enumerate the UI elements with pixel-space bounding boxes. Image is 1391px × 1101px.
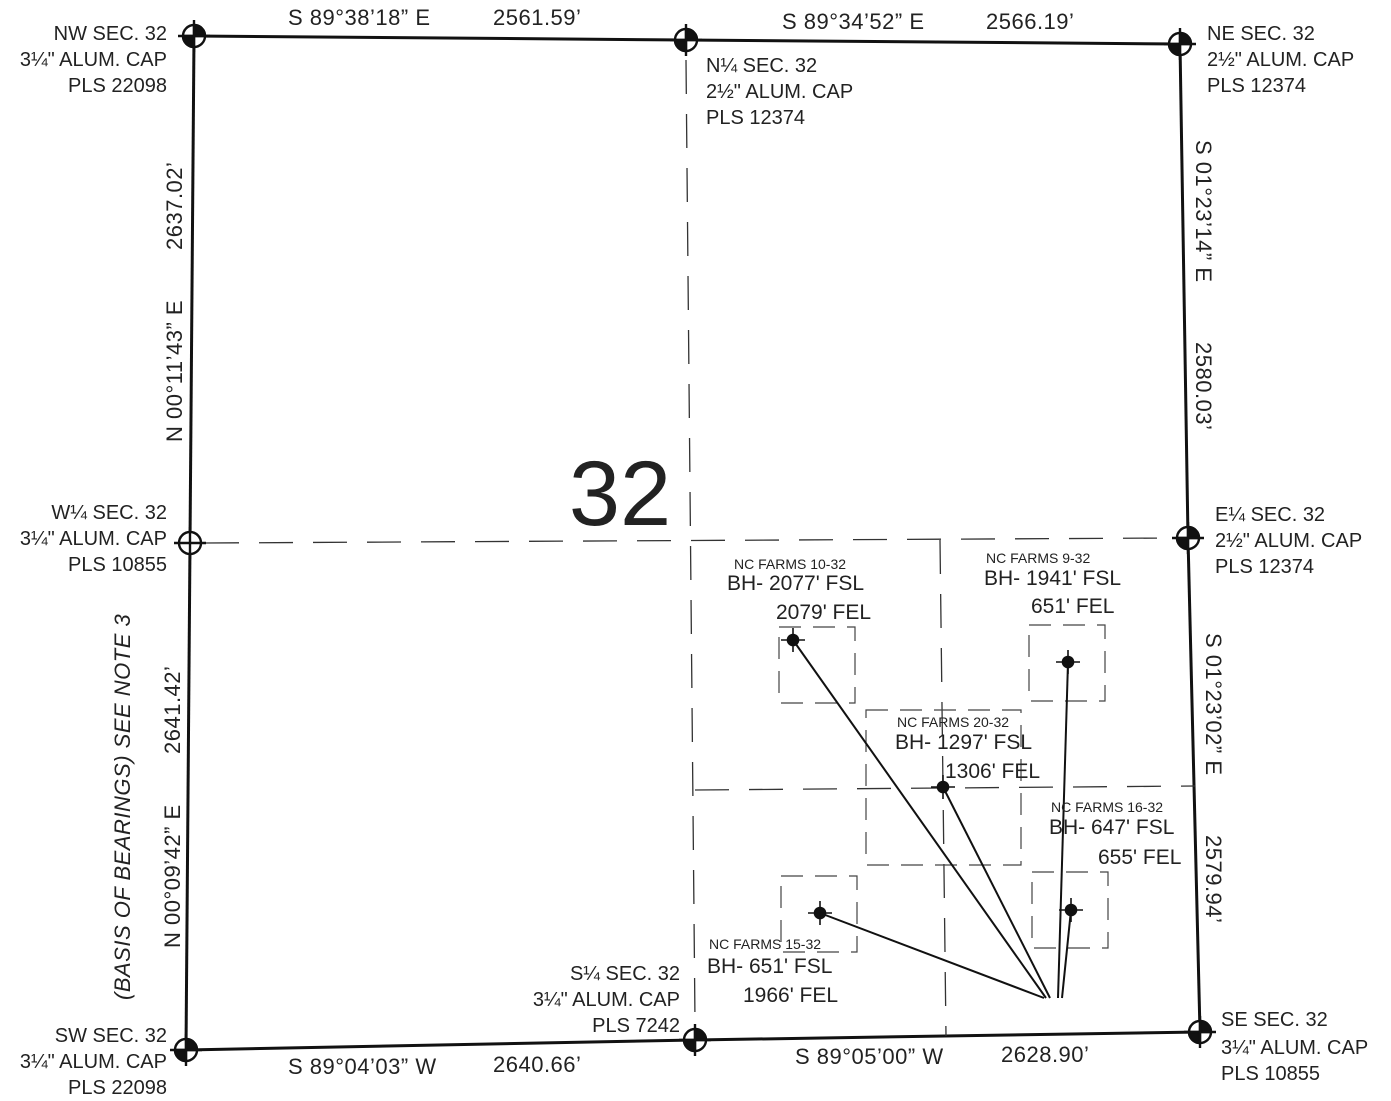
bottom-hole-marker [1059,898,1083,922]
well-fel: 2079' FEL [776,601,871,624]
spacing-boxes [778,624,1109,953]
west-boundary-line [184,542,192,1051]
well-name: NC FARMS 20-32 [897,714,1009,730]
corner-monument-icon [1172,522,1204,554]
west-boundary-line [188,35,196,544]
corner-monument-icon [174,527,206,559]
ne-corner-name: NE SEC. 32 [1207,23,1315,45]
well-fel: 651' FEL [1031,595,1114,618]
north-west-distance: 2561.59’ [493,5,581,30]
sw-corner-pls: PLS 22098 [68,1077,167,1099]
bottom-hole-marker [808,901,832,925]
well-path-9-32 [1057,661,1069,999]
well-name: NC FARMS 9-32 [986,550,1090,566]
east-north-distance: 2580.03’ [1191,342,1216,430]
well-fsl: BH- 647' FSL [1049,816,1174,839]
east-north-bearing: S 01°23’14” E [1191,140,1216,283]
s-quarter-cap: 3¼" ALUM. CAP [533,989,680,1011]
south-west-distance: 2640.66’ [493,1052,581,1077]
corner-monument-icon [1164,28,1196,60]
north-boundary-line [685,38,1181,46]
spacing-box [1031,871,1109,949]
west-south-bearing: N 00°09’42” E [160,804,185,948]
ne-corner-cap: 2½" ALUM. CAP [1207,49,1354,71]
well-paths [792,639,1072,999]
n-quarter-name: N¼ SEC. 32 [706,55,817,77]
quarter-lines [204,59,1196,1037]
south-boundary-line [185,1038,696,1052]
bottom-hole-marker [931,775,955,799]
well-path-20-32 [942,786,1051,999]
e-quarter-pls: PLS 12374 [1215,556,1314,578]
corner-monument-icon [170,1034,202,1066]
se-corner-cap: 3¼" ALUM. CAP [1221,1037,1368,1059]
w-quarter-cap: 3¼" ALUM. CAP [20,528,167,550]
spacing-box [778,626,856,704]
west-south-distance: 2641.42’ [160,666,185,754]
monuments [170,20,1216,1066]
well-fsl: BH- 651' FSL [707,955,832,978]
nw-corner-name: NW SEC. 32 [54,23,167,45]
well-fsl: BH- 2077' FSL [727,572,864,595]
east-south-distance: 2579.94’ [1201,835,1226,923]
bottom-holes [781,628,1083,925]
south-boundary-line [694,1030,1201,1042]
section-boundary [184,34,1202,1052]
w-quarter-pls: PLS 10855 [68,554,167,576]
sw-corner-name: SW SEC. 32 [55,1025,167,1047]
east-boundary-line [1178,43,1190,539]
boundary-labels: S 89°38’18” E 2561.59’ S 89°34’52” E 256… [110,5,1226,1079]
nw-corner-cap: 3¼" ALUM. CAP [20,49,167,71]
ne-corner-pls: PLS 12374 [1207,75,1306,97]
well-name: NC FARMS 10-32 [734,556,846,572]
n-quarter-cap: 2½" ALUM. CAP [706,81,853,103]
spacing-box [865,709,1022,866]
se-corner-name: SE SEC. 32 [1221,1009,1328,1031]
well-labels: NC FARMS 10-32 BH- 2077' FSL 2079' FEL N… [707,550,1181,1007]
well-fel: 1306' FEL [945,760,1040,783]
well-fsl: BH- 1297' FSL [895,731,1032,754]
well-fel: 1966' FEL [743,984,838,1007]
se-corner-pls: PLS 10855 [1221,1063,1320,1085]
corner-monument-icon [1184,1016,1216,1048]
basis-of-bearings-note: (BASIS OF BEARINGS) SEE NOTE 3 [110,613,135,1000]
corner-monument-icon [679,1024,711,1056]
sw-corner-cap: 3¼" ALUM. CAP [20,1051,167,1073]
sixteenth-line [694,785,1196,791]
south-east-distance: 2628.90’ [1001,1042,1089,1067]
west-north-bearing: N 00°11’43” E [162,300,187,442]
north-west-bearing: S 89°38’18” E [288,5,431,30]
well-path-15-32 [819,912,1045,999]
south-west-bearing: S 89°04’03” W [288,1054,437,1079]
east-south-bearing: S 01°23’02” E [1201,633,1226,776]
corner-monument-icon [178,20,210,52]
east-west-quarter-line [204,537,1176,544]
nw-corner-pls: PLS 22098 [68,75,167,97]
w-quarter-name: W¼ SEC. 32 [51,502,167,524]
bottom-hole-marker [781,628,805,652]
north-east-distance: 2566.19’ [986,9,1074,34]
bottom-hole-marker [1056,650,1080,674]
s-quarter-pls: PLS 7242 [592,1015,680,1037]
n-quarter-pls: PLS 12374 [706,107,805,129]
e-quarter-name: E¼ SEC. 32 [1215,504,1325,526]
corner-monument-icon [670,24,702,56]
e-quarter-cap: 2½" ALUM. CAP [1215,530,1362,552]
north-boundary-line [193,34,687,42]
west-north-distance: 2637.02’ [162,162,187,250]
well-fel: 655' FEL [1098,846,1181,869]
s-quarter-name: S¼ SEC. 32 [570,963,680,985]
spacing-box [780,875,858,953]
section-number: 32 [569,443,671,545]
east-boundary-line [1186,537,1202,1033]
well-path-10-32 [792,639,1047,999]
south-east-bearing: S 89°05’00” W [795,1044,944,1069]
well-path-16-32 [1061,909,1072,999]
well-fsl: BH- 1941' FSL [984,567,1121,590]
well-name: NC FARMS 16-32 [1051,799,1163,815]
corner-labels: NW SEC. 32 3¼" ALUM. CAP PLS 22098 N¼ SE… [20,23,1368,1099]
well-name: NC FARMS 15-32 [709,936,821,952]
north-east-bearing: S 89°34’52” E [782,9,925,34]
